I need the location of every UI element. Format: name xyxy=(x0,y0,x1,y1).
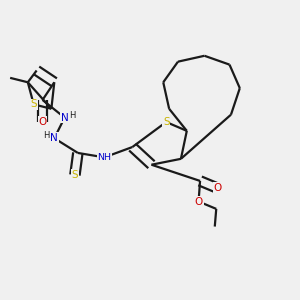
Text: O: O xyxy=(214,183,222,193)
Text: N: N xyxy=(61,112,68,123)
Text: O: O xyxy=(194,196,203,206)
Text: N: N xyxy=(50,133,58,143)
Text: S: S xyxy=(163,117,169,127)
Text: H: H xyxy=(69,111,75,120)
Text: S: S xyxy=(30,99,37,110)
Text: S: S xyxy=(72,170,78,180)
Text: H: H xyxy=(43,131,49,140)
Text: O: O xyxy=(38,117,47,127)
Text: NH: NH xyxy=(98,153,111,162)
